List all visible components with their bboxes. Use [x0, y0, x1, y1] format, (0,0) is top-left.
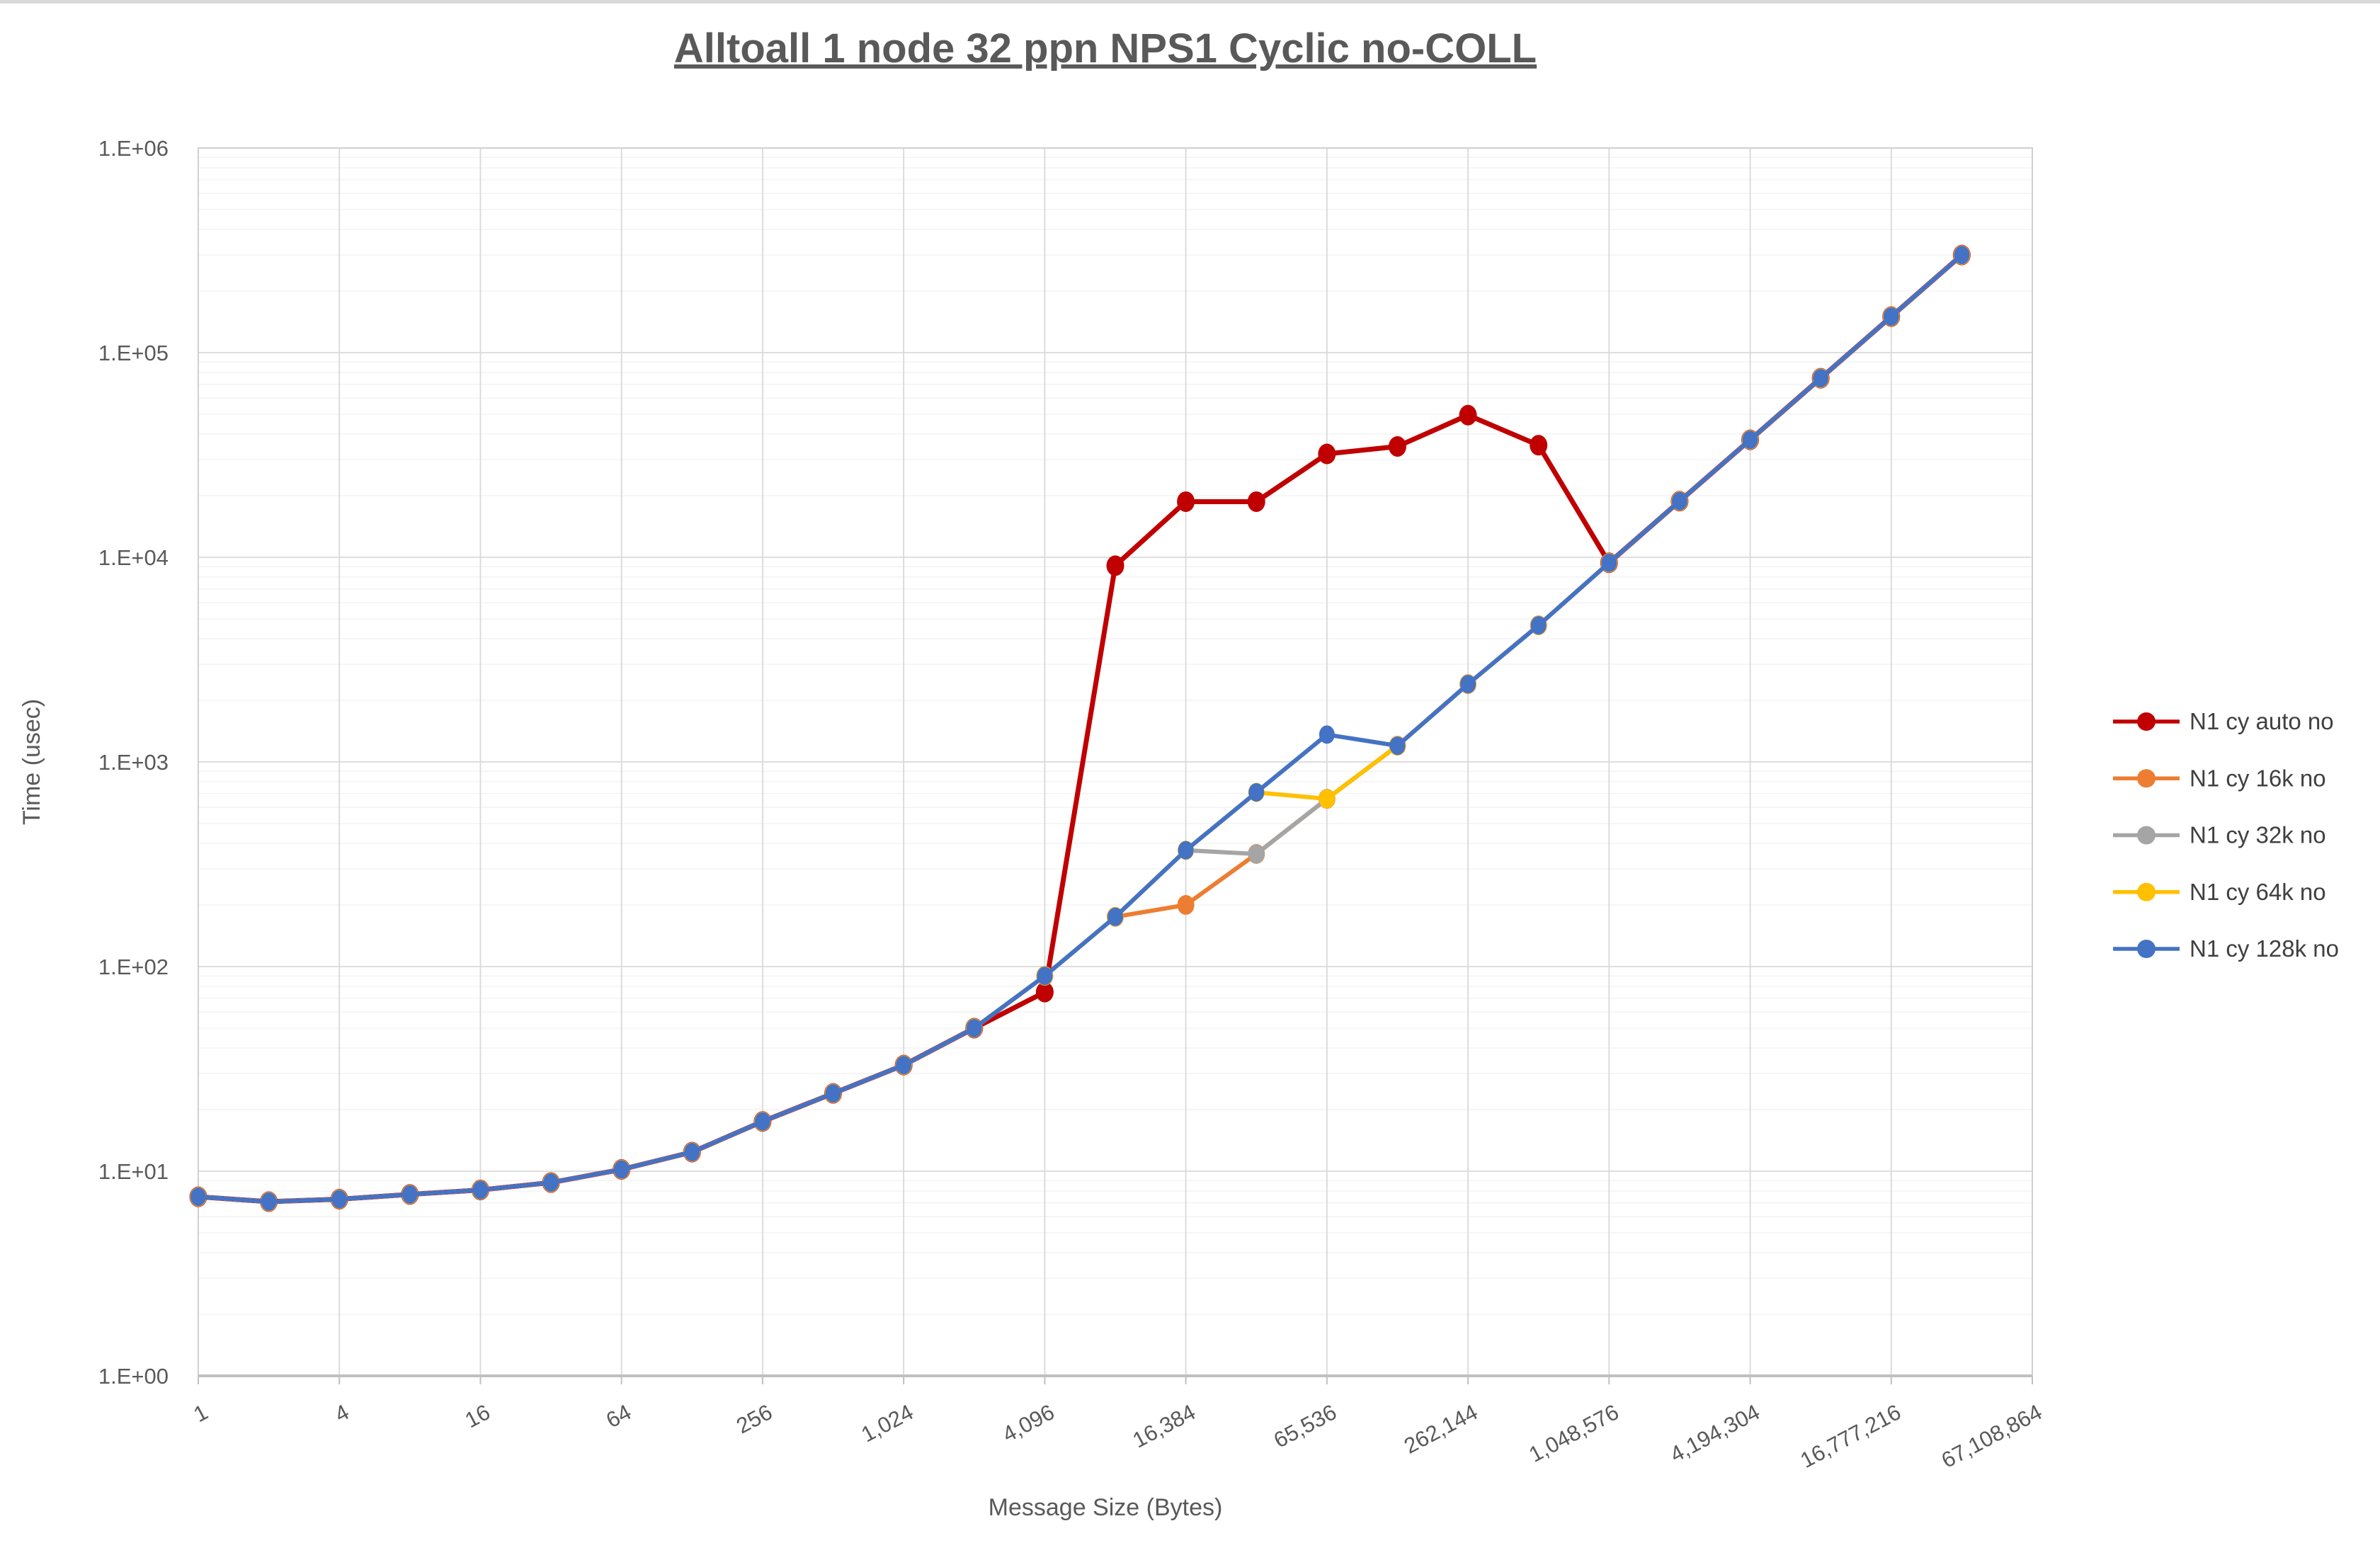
- y-tick-label: 1.E+03: [98, 750, 169, 775]
- data-point-n1-cy-128k-no: [1037, 967, 1053, 986]
- data-point-n1-cy-128k-no: [472, 1180, 489, 1200]
- y-tick-label: 1.E+00: [98, 1364, 169, 1389]
- gridlines-minor: [198, 156, 2032, 1315]
- data-point-n1-cy-128k-no: [1178, 841, 1194, 860]
- chart-title: Alltoall 1 node 32 ppn NPS1 Cyclic no-CO…: [674, 25, 1537, 72]
- data-point-n1-cy-64k-no: [1319, 789, 1336, 809]
- data-point-n1-cy-128k-no: [1460, 675, 1476, 694]
- x-axis-title: Message Size (Bytes): [989, 1494, 1223, 1521]
- legend-marker-dot-n1-cy-64k-no: [2137, 882, 2156, 901]
- data-point-n1-cy-128k-no: [1248, 782, 1265, 802]
- legend-marker-dot-n1-cy-16k-no: [2137, 769, 2156, 788]
- data-point-n1-cy-auto-no: [1388, 435, 1406, 457]
- y-tick-label: 1.E+02: [98, 955, 169, 979]
- data-point-n1-cy-128k-no: [543, 1173, 559, 1192]
- data-point-n1-cy-128k-no: [1954, 246, 1970, 265]
- legend-marker-dot-n1-cy-32k-no: [2137, 826, 2156, 845]
- legend-label-n1-cy-64k-no: N1 cy 64k no: [2190, 879, 2326, 905]
- y-tick-label: 1.E+01: [98, 1159, 169, 1184]
- legend: N1 cy auto no N1 cy 16k no N1 cy 32k no N1 …: [2113, 708, 2339, 962]
- data-point-n1-cy-128k-no: [1813, 369, 1829, 388]
- data-point-n1-cy-128k-no: [896, 1056, 912, 1075]
- y-tick-label: 1.E+06: [98, 136, 169, 161]
- data-point-n1-cy-auto-no: [1530, 435, 1548, 456]
- window-top-edge: [0, 0, 2380, 4]
- data-point-n1-cy-128k-no: [1108, 907, 1123, 926]
- data-point-n1-cy-128k-no: [1601, 553, 1617, 572]
- data-point-n1-cy-128k-no: [190, 1187, 206, 1207]
- data-point-n1-cy-128k-no: [261, 1192, 277, 1211]
- y-tick-label: 1.E+04: [98, 545, 169, 570]
- data-point-n1-cy-128k-no: [1742, 431, 1758, 450]
- legend-item-n1-cy-32k-no: N1 cy 32k no: [2113, 822, 2326, 848]
- data-point-n1-cy-auto-no: [1247, 491, 1265, 512]
- data-point-n1-cy-128k-no: [402, 1185, 418, 1204]
- legend-item-n1-cy-128k-no: N1 cy 128k no: [2113, 935, 2339, 962]
- data-point-n1-cy-auto-no: [1106, 555, 1124, 576]
- data-point-n1-cy-128k-no: [1530, 616, 1547, 635]
- data-point-n1-cy-128k-no: [825, 1084, 841, 1103]
- data-point-n1-cy-128k-no: [684, 1143, 700, 1162]
- data-point-n1-cy-128k-no: [331, 1190, 348, 1209]
- legend-item-n1-cy-auto-no: N1 cy auto no: [2113, 708, 2334, 734]
- data-point-n1-cy-128k-no: [1319, 725, 1335, 744]
- data-point-n1-cy-128k-no: [966, 1018, 982, 1037]
- legend-label-n1-cy-32k-no: N1 cy 32k no: [2190, 822, 2326, 848]
- data-point-n1-cy-32k-no: [1248, 844, 1265, 864]
- legend-label-n1-cy-auto-no: N1 cy auto no: [2190, 708, 2334, 734]
- data-point-n1-cy-auto-no: [1035, 981, 1054, 1003]
- data-point-n1-cy-128k-no: [1389, 736, 1406, 756]
- legend-label-n1-cy-128k-no: N1 cy 128k no: [2190, 935, 2339, 962]
- data-point-n1-cy-128k-no: [754, 1112, 770, 1131]
- y-tick-label: 1.E+05: [98, 341, 169, 365]
- data-point-n1-cy-auto-no: [1459, 404, 1477, 426]
- data-point-n1-cy-auto-no: [1177, 491, 1195, 512]
- data-point-n1-cy-16k-no: [1177, 895, 1195, 916]
- legend-marker-dot-n1-cy-128k-no: [2137, 940, 2156, 958]
- data-point-n1-cy-128k-no: [613, 1160, 630, 1179]
- legend-marker-dot-n1-cy-auto-no: [2137, 712, 2156, 731]
- legend-item-n1-cy-64k-no: N1 cy 64k no: [2113, 879, 2326, 905]
- series-line-n1-cy-128k-no: [198, 253, 1964, 1204]
- data-point-n1-cy-128k-no: [1671, 491, 1687, 511]
- y-axis-title: Time (usec): [18, 699, 45, 825]
- legend-label-n1-cy-16k-no: N1 cy 16k no: [2190, 765, 2326, 791]
- gridlines-major: [198, 147, 2033, 1384]
- legend-item-n1-cy-16k-no: N1 cy 16k no: [2113, 765, 2326, 791]
- data-point-n1-cy-auto-no: [1318, 443, 1336, 465]
- data-point-n1-cy-128k-no: [1883, 307, 1899, 326]
- series-n1-cy-128k-no: [190, 246, 1970, 1211]
